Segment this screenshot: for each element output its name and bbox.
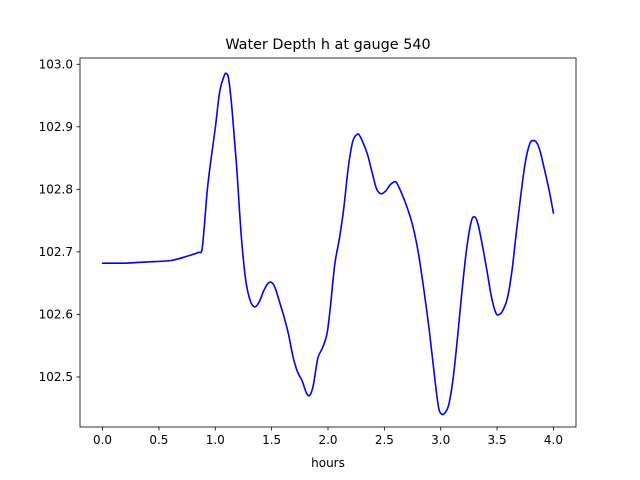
y-tick-label: 102.5 (39, 370, 73, 384)
y-tick-label: 102.9 (39, 120, 73, 134)
x-tick-label: 0.0 (93, 433, 112, 447)
plot-frame (79, 57, 577, 428)
series-line (101, 72, 555, 416)
plot-area (101, 72, 555, 416)
chart-title: Water Depth h at gauge 540 (225, 37, 430, 53)
x-tick-label: 3.0 (431, 433, 450, 447)
y-axis: 102.5 102.6 102.7 102.8 102.9 103.0 (39, 57, 80, 384)
y-tick-label: 102.8 (39, 182, 73, 196)
x-tick-label: 2.0 (318, 433, 337, 447)
y-tick-label: 103.0 (39, 57, 73, 71)
x-tick-label: 3.5 (488, 433, 507, 447)
x-axis-label: hours (311, 456, 345, 470)
x-tick-label: 0.5 (149, 433, 168, 447)
x-tick-label: 2.5 (375, 433, 394, 447)
x-tick-label: 4.0 (544, 433, 563, 447)
y-tick-label: 102.6 (39, 307, 73, 321)
y-tick-label: 102.7 (39, 245, 73, 259)
x-tick-label: 1.0 (206, 433, 225, 447)
x-axis: 0.0 0.5 1.0 1.5 2.0 2.5 3.0 3.5 4.0 (93, 427, 563, 447)
x-tick-label: 1.5 (262, 433, 281, 447)
